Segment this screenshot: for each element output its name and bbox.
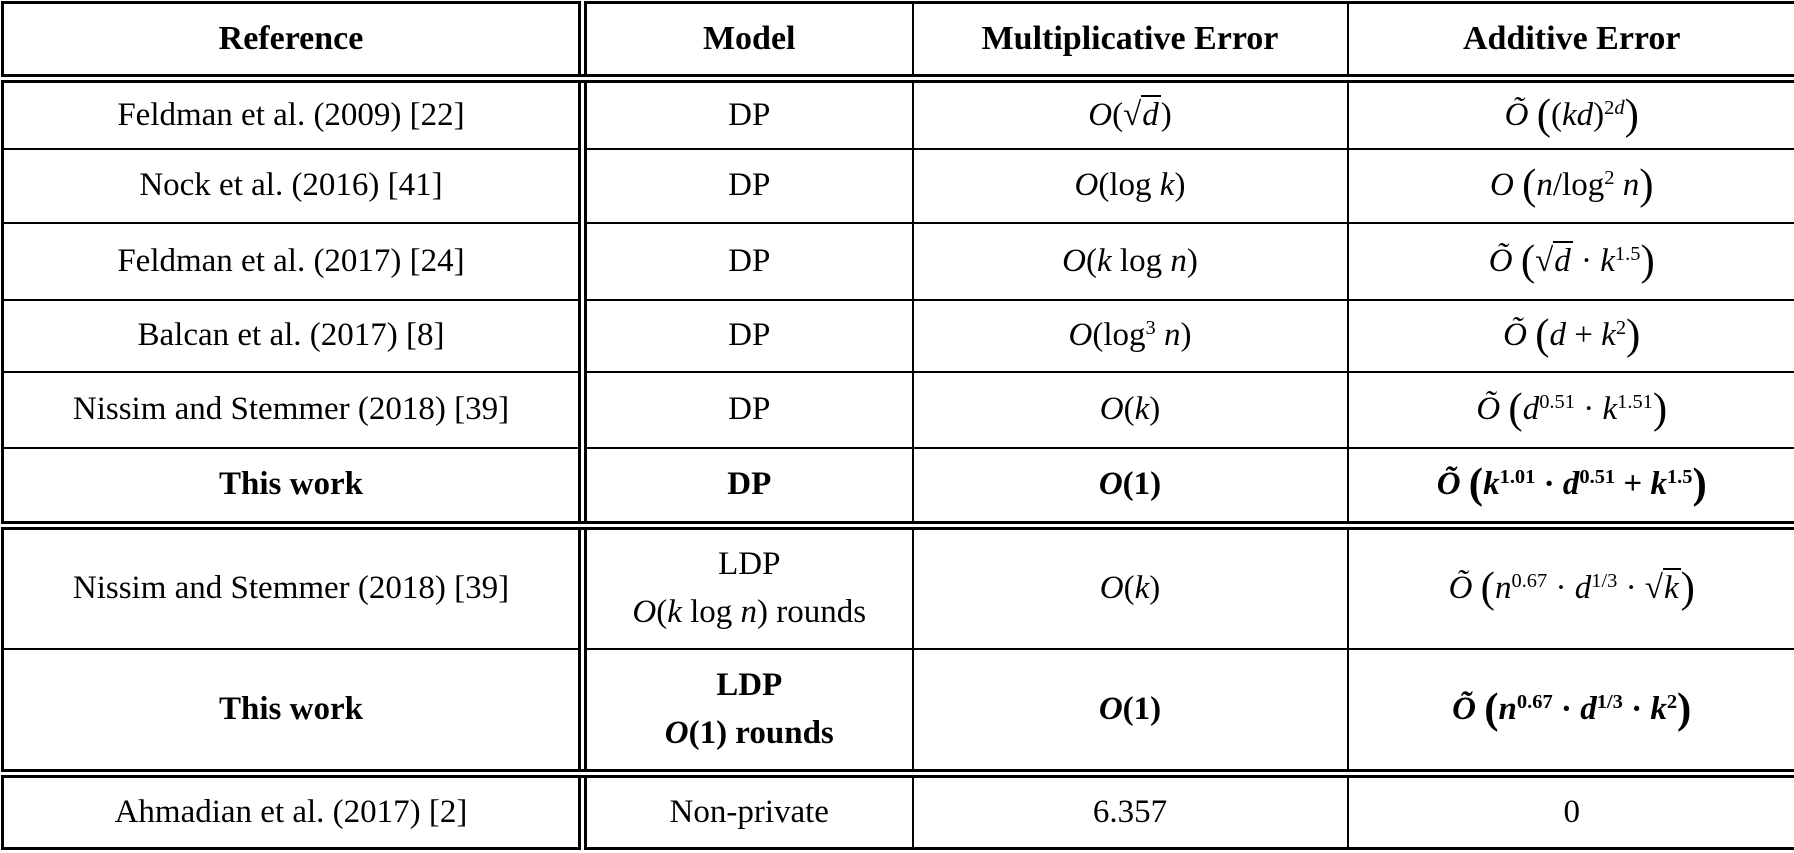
additive-error-cell: Õ (k1.01 · d0.51 + k1.5): [1346, 447, 1794, 530]
reference-cell: Feldman et al. (2009) [22]: [1, 77, 584, 150]
reference-cell: Nissim and Stemmer (2018) [39]: [1, 370, 584, 450]
model-cell: DP: [578, 222, 914, 302]
table-row-this-work-ldp: This work LDP O(1) rounds O(1) Õ (n0.67 ·…: [1, 648, 1794, 779]
multiplicative-error-cell: O(1): [911, 447, 1349, 530]
multiplicative-error-cell: O(k): [911, 370, 1349, 450]
model-cell: DP: [578, 447, 914, 530]
multiplicative-error-cell: O(√d): [911, 77, 1349, 150]
reference-cell: This work: [1, 447, 584, 530]
col-header-reference: Reference: [1, 1, 584, 83]
model-cell: LDP O(1) rounds: [578, 648, 914, 779]
additive-error-cell: Õ (d + k2): [1346, 299, 1794, 373]
col-header-additive-error: Additive Error: [1346, 1, 1794, 83]
model-cell: LDP O(k log n) rounds: [578, 523, 914, 651]
multiplicative-error-cell: O(k log n): [911, 222, 1349, 302]
model-cell: DP: [578, 370, 914, 450]
additive-error-cell: Õ (n0.67 · d1/3 · k2): [1346, 648, 1794, 779]
table-row-feldman-2009: Feldman et al. (2009) [22] DP O(√d) Õ ((…: [1, 77, 1794, 150]
reference-cell: Ahmadian et al. (2017) [2]: [1, 772, 584, 850]
reference-cell: Balcan et al. (2017) [8]: [1, 299, 584, 373]
multiplicative-error-cell: O(log k): [911, 147, 1349, 225]
model-cell: Non-private: [578, 772, 914, 850]
reference-cell: Feldman et al. (2017) [24]: [1, 222, 584, 302]
multiplicative-error-cell: O(k): [911, 523, 1349, 651]
table-row-this-work-dp: This work DP O(1) Õ (k1.01 · d0.51 + k1.…: [1, 447, 1794, 530]
reference-cell: Nissim and Stemmer (2018) [39]: [1, 523, 584, 651]
multiplicative-error-cell: 6.357: [911, 772, 1349, 850]
table-row-nissim-stemmer-dp: Nissim and Stemmer (2018) [39] DP O(k) Õ…: [1, 370, 1794, 450]
additive-error-cell: 0: [1346, 772, 1794, 850]
col-header-model: Model: [578, 1, 914, 83]
reference-cell: This work: [1, 648, 584, 779]
model-cell: DP: [578, 147, 914, 225]
col-header-multiplicative-error: Multiplicative Error: [911, 1, 1349, 83]
reference-cell: Nock et al. (2016) [41]: [1, 147, 584, 225]
additive-error-cell: Õ (n0.67 · d1/3 · √k): [1346, 523, 1794, 651]
table-row-nock-2016: Nock et al. (2016) [41] DP O(log k) O (n…: [1, 147, 1794, 225]
table-row-nissim-stemmer-ldp: Nissim and Stemmer (2018) [39] LDP O(k lo…: [1, 523, 1794, 651]
table-row-feldman-2017: Feldman et al. (2017) [24] DP O(k log n)…: [1, 222, 1794, 302]
table-row-balcan-2017: Balcan et al. (2017) [8] DP O(log3 n) Õ …: [1, 299, 1794, 373]
multiplicative-error-cell: O(1): [911, 648, 1349, 779]
additive-error-cell: Õ ((kd)2d): [1346, 77, 1794, 150]
multiplicative-error-cell: O(log3 n): [911, 299, 1349, 373]
model-cell: DP: [578, 299, 914, 373]
table-row-ahmadian-2017: Ahmadian et al. (2017) [2] Non-private 6…: [1, 772, 1794, 850]
additive-error-cell: Õ (d0.51 · k1.51): [1346, 370, 1794, 450]
additive-error-cell: Õ (√d · k1.5): [1346, 222, 1794, 302]
model-cell: DP: [578, 77, 914, 150]
header-row: Reference Model Multiplicative Error Add…: [1, 1, 1794, 83]
additive-error-cell: O (n/log2 n): [1346, 147, 1794, 225]
